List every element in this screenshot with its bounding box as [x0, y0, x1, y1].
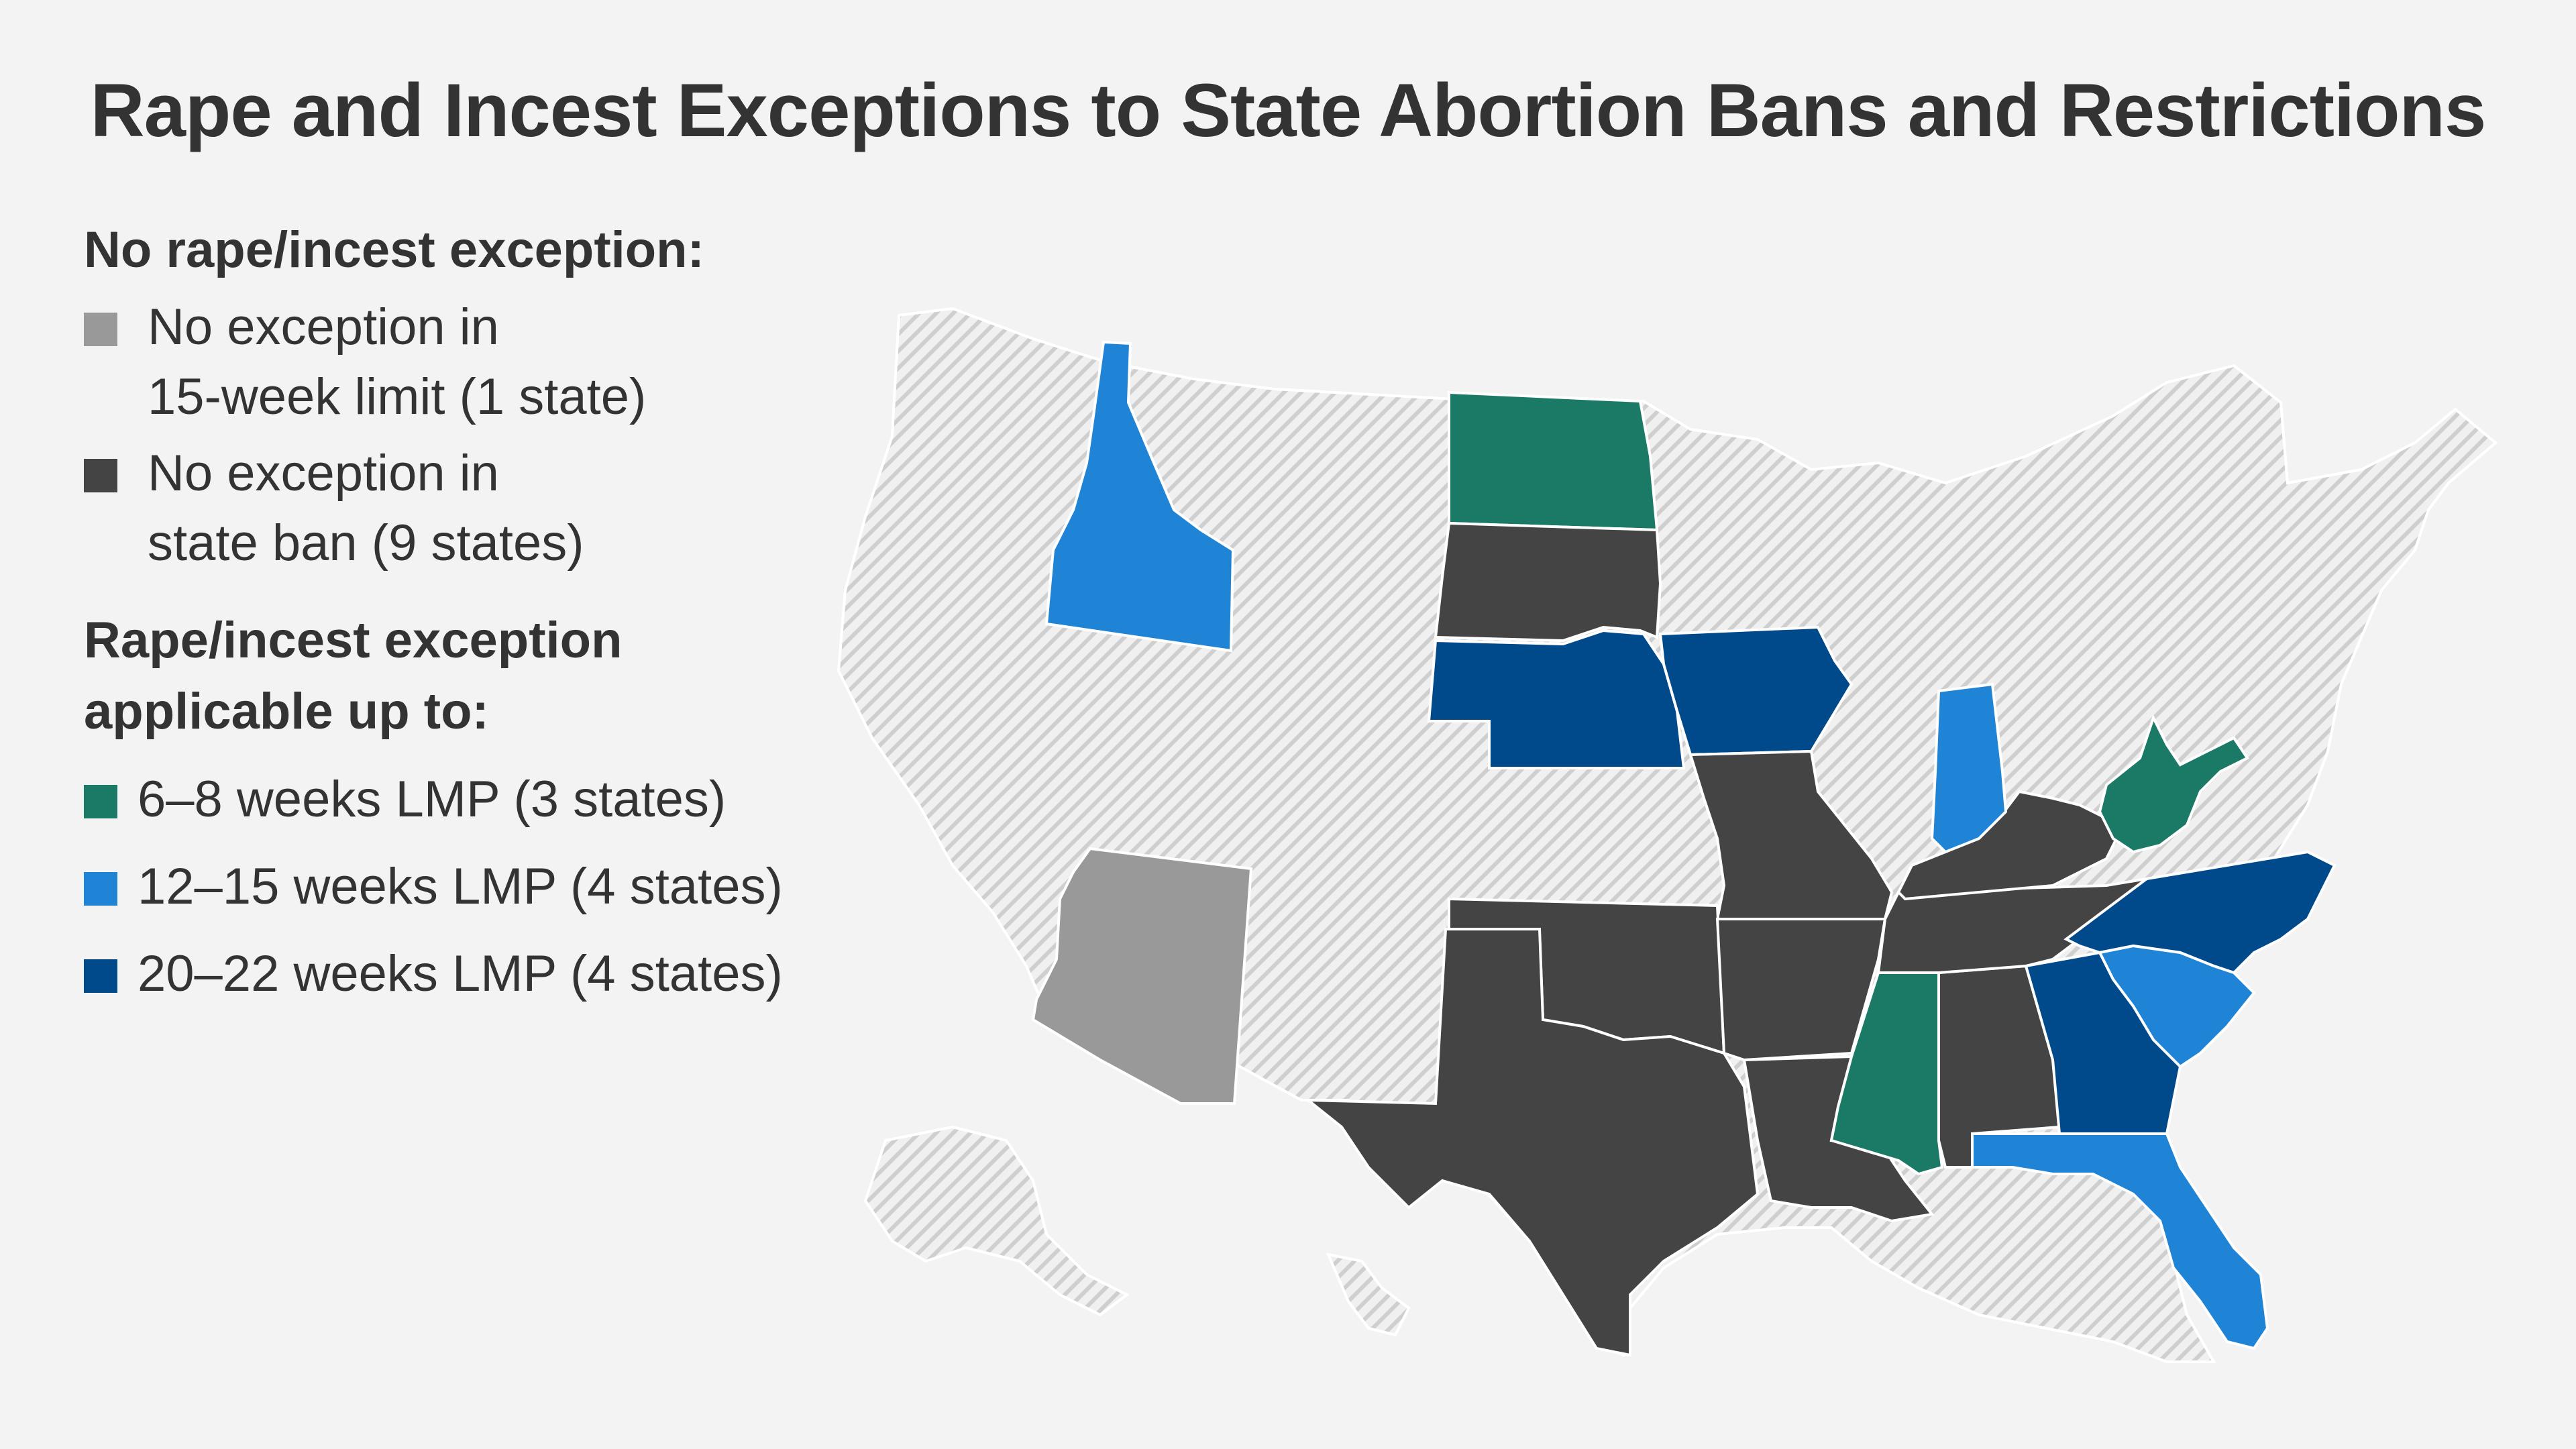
page-title: Rape and Incest Exceptions to State Abor… [90, 68, 2487, 152]
arizona-state [1031, 847, 1253, 1105]
iowa-state [1658, 625, 1854, 757]
west-virginia-state [2098, 714, 2249, 854]
legend-item-no-exception-15-week: No exception in 15-week limit (1 state) [84, 292, 875, 432]
legend-label-line1: No exception in [148, 445, 499, 502]
texas-state [1304, 928, 1760, 1357]
legend-label: 6–8 weeks LMP (3 states) [138, 771, 727, 828]
legend-label-line2: state ban (9 states) [148, 515, 584, 572]
georgia-state [2024, 951, 2182, 1135]
alaska-state [863, 1125, 1130, 1317]
legend-item-no-exception-ban: No exception in state ban (9 states) [84, 439, 875, 578]
legend-label: 12–15 weeks LMP (4 states) [138, 858, 783, 915]
indiana-state [1930, 682, 2008, 854]
legend-swatch-gray [84, 313, 117, 346]
us-states-map [837, 307, 2498, 1363]
legend-label-line2: 15-week limit (1 state) [148, 368, 647, 425]
missouri-state [1688, 749, 1894, 920]
idaho-state [1044, 340, 1235, 653]
south-dakota-state [1434, 521, 1662, 643]
florida-state [1971, 1132, 2269, 1350]
legend: No rape/incest exception: No exception i… [84, 215, 875, 1009]
legend-swatch-dark-gray [84, 459, 117, 492]
legend-swatch-green [84, 785, 117, 818]
legend-heading-no-exception: No rape/incest exception: [84, 221, 704, 278]
legend-item-20-22-weeks: 20–22 weeks LMP (4 states) [84, 939, 875, 1009]
legend-label: 20–22 weeks LMP (4 states) [138, 945, 783, 1002]
legend-swatch-dark-blue [84, 959, 117, 993]
legend-heading-exception: Rape/incest exception applicable up to: [84, 612, 623, 740]
legend-label-line1: No exception in [148, 299, 499, 356]
hawaii-state [1326, 1252, 1411, 1337]
north-dakota-state [1448, 390, 1659, 532]
legend-item-12-15-weeks: 12–15 weeks LMP (4 states) [84, 852, 875, 922]
legend-swatch-light-blue [84, 872, 117, 906]
legend-item-6-8-weeks: 6–8 weeks LMP (3 states) [84, 765, 875, 835]
